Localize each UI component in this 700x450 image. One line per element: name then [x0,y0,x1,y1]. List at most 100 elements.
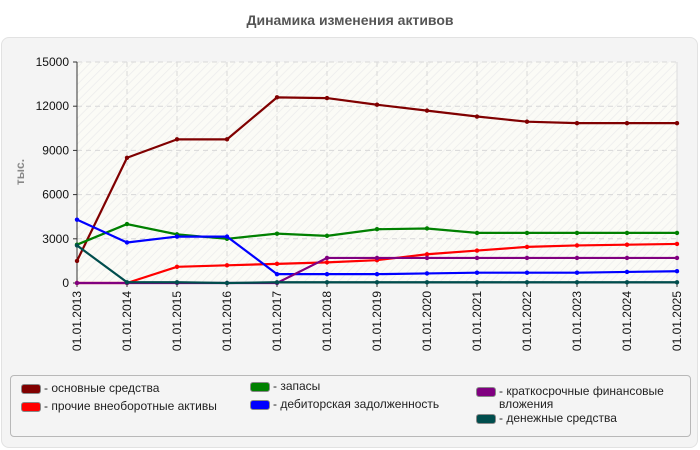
data-point-marker [324,280,330,285]
data-point-marker [324,233,330,239]
x-tick-label: 01.01.2016 [220,291,234,351]
data-point-marker [274,280,280,285]
legend-swatch-icon [250,400,270,410]
x-tick-label: 01.01.2018 [320,291,334,351]
data-point-marker [624,269,630,275]
x-tick-label: 01.01.2013 [70,291,84,351]
legend-swatch-icon [21,384,41,394]
legend-label: - прочие внеоборотные активы [44,399,217,413]
data-point-marker [574,243,580,248]
legend-swatch-icon [476,387,496,397]
legend-item: - краткосрочные финансовые вложения [476,385,686,411]
y-axis-label: тыс. [13,159,27,185]
data-point-marker [624,120,630,126]
data-point-marker [374,271,380,277]
data-point-marker [624,242,630,247]
data-point-marker [74,280,80,286]
data-point-marker [574,120,580,126]
data-point-marker [424,252,430,257]
data-point-marker [174,280,180,285]
y-tick-label: 15000 [36,55,70,69]
data-point-marker [224,280,230,286]
data-point-marker [424,271,430,276]
data-point-marker [124,240,130,245]
data-point-marker [374,280,380,285]
y-tick-label: 9000 [42,143,69,157]
data-point-marker [674,269,680,274]
data-point-marker [274,231,280,236]
data-point-marker [474,114,480,119]
x-tick-label: 01.01.2020 [420,291,434,351]
data-point-marker [74,258,80,264]
data-point-marker [424,255,430,261]
data-point-marker [474,255,480,261]
legend-label: - денежные средства [499,411,617,425]
data-point-marker [274,261,280,267]
data-point-marker [374,102,380,107]
legend-item: - прочие внеоборотные активы [21,400,217,413]
chart-title: Динамика изменения активов [246,12,454,28]
y-tick-label: 6000 [42,188,69,202]
legend-label: - основные средства [44,381,160,395]
data-point-marker [424,108,430,113]
legend-label: - запасы [273,379,321,393]
y-tick-label: 12000 [36,99,70,113]
data-point-marker [524,119,530,124]
data-point-marker [474,248,480,253]
data-point-marker [574,280,580,285]
data-point-marker [424,280,430,285]
data-point-marker [524,244,530,250]
data-point-marker [324,95,330,101]
data-point-marker [674,255,680,261]
data-point-marker [174,264,180,269]
legend-swatch-icon [250,382,270,392]
data-point-marker [674,120,680,126]
data-point-marker [174,137,180,142]
data-point-marker [324,260,330,265]
data-point-marker [624,280,630,285]
y-tick-label: 0 [62,276,69,290]
data-point-marker [374,255,380,261]
data-point-marker [624,255,630,261]
data-point-marker [324,255,330,261]
data-point-marker [474,270,480,275]
x-tick-label: 01.01.2024 [620,291,634,351]
data-point-marker [574,270,580,275]
x-tick-label: 01.01.2015 [170,291,184,351]
legend-item: - дебиторская задолженность [250,398,439,411]
data-point-marker [324,271,330,277]
legend-swatch-icon [476,414,496,424]
data-point-marker [674,241,680,247]
data-point-marker [524,255,530,261]
legend-label: - краткосрочные финансовые вложения [499,384,664,411]
legend-item: - денежные средства [476,412,617,425]
data-point-marker [274,95,280,100]
legend: - основные средства - прочие внеоборотны… [10,375,691,437]
data-point-marker [474,230,480,236]
x-tick-label: 01.01.2019 [370,291,384,351]
x-tick-label: 01.01.2017 [270,291,284,351]
data-point-marker [674,280,680,285]
y-tick-label: 3000 [42,232,69,246]
series-lines [74,95,680,286]
x-tick-label: 01.01.2023 [570,291,584,351]
data-point-marker [524,270,530,275]
data-point-marker [424,226,430,231]
x-tick-label: 01.01.2014 [120,291,134,351]
legend-label: - дебиторская задолженность [273,397,440,411]
data-point-marker [124,221,130,227]
data-point-marker [124,155,130,160]
data-point-marker [174,234,180,239]
legend-item: - запасы [250,380,320,393]
data-point-marker [574,255,580,261]
x-tick-label: 01.01.2021 [470,291,484,351]
data-point-marker [224,234,230,239]
data-point-marker [224,263,230,268]
data-point-marker [224,137,230,142]
data-point-marker [74,217,80,222]
data-point-marker [274,271,280,277]
data-point-marker [474,280,480,285]
data-point-marker [674,230,680,236]
data-point-marker [524,230,530,236]
